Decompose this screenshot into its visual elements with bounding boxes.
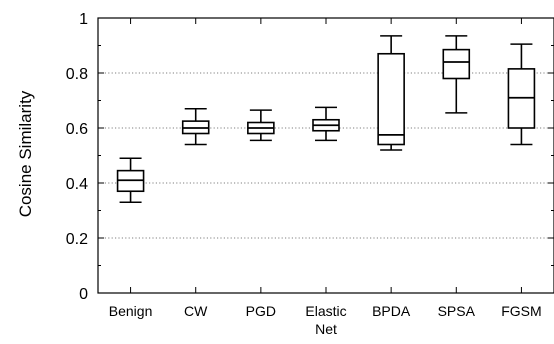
- x-tick-label-5: SPSA: [438, 303, 476, 319]
- x-tick-label-4: BPDA: [372, 303, 411, 319]
- box-iqr: [377, 52, 405, 146]
- axes: 0 0.2 0.4 0.6 0.8 1 Benign CW PGD Elastic Net BPDA S…: [66, 11, 554, 337]
- x-tick-label-3: Net: [315, 321, 337, 337]
- x-tick-label-1: CW: [184, 303, 208, 319]
- box-3: [312, 106, 340, 142]
- box-4: [377, 35, 405, 151]
- x-tick-label-2: PGD: [246, 303, 276, 319]
- box-0: [116, 157, 145, 204]
- box-iqr: [442, 48, 471, 80]
- y-tick-label-1: 0.2: [66, 231, 88, 248]
- box-plot-series: [116, 35, 536, 204]
- box-6: [507, 43, 536, 146]
- x-tick-label-3: Elastic: [305, 303, 346, 319]
- plot-frame: [97, 17, 554, 294]
- x-tick-label-0: Benign: [109, 303, 153, 319]
- box-1: [181, 107, 210, 146]
- y-axis-label: Cosine Similarity: [16, 90, 35, 217]
- y-tick-label-3: 0.6: [66, 121, 88, 138]
- y-tick-label-0: 0: [79, 286, 88, 303]
- box-2: [247, 109, 275, 142]
- y-tick-label-2: 0.4: [66, 176, 88, 193]
- grid-lines: [98, 72, 554, 239]
- y-tick-label-4: 0.8: [66, 66, 88, 83]
- y-tick-label-5: 1: [79, 11, 88, 28]
- box-5: [442, 35, 471, 114]
- x-tick-label-6: FGSM: [501, 303, 541, 319]
